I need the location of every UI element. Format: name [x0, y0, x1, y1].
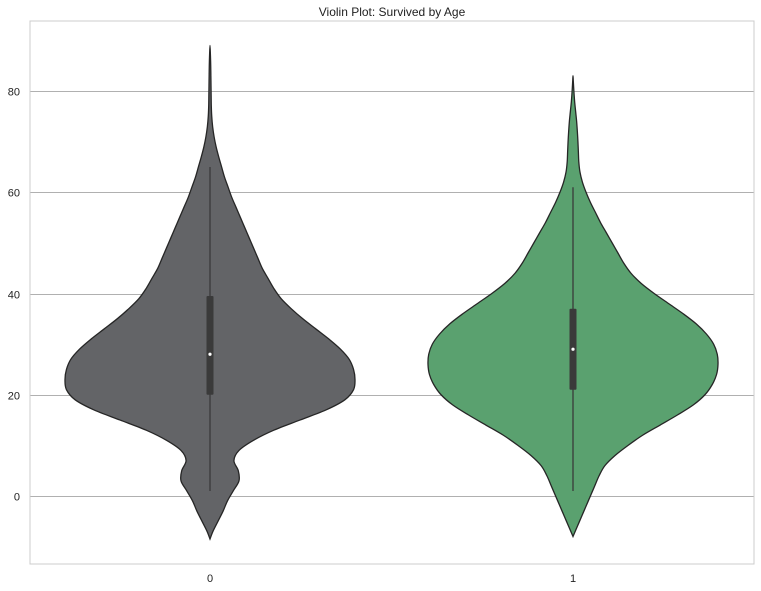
x-tick-label-0: 0 [207, 573, 213, 585]
iqr-box-0 [206, 296, 214, 395]
y-tick-label-40: 40 [8, 290, 20, 302]
violin-1 [427, 75, 719, 539]
y-tick-label-0: 0 [14, 492, 20, 504]
y-tick-label-80: 80 [8, 87, 20, 99]
y-tick-label-20: 20 [8, 391, 20, 403]
y-tick-label-60: 60 [8, 188, 20, 200]
x-tick-label-1: 1 [570, 573, 576, 585]
median-marker-0 [208, 352, 212, 356]
chart-title: Violin Plot: Survived by Age [319, 5, 466, 19]
median-marker-1 [571, 347, 575, 351]
plot-frame [29, 20, 755, 565]
y-axis-ticks: 0 20 40 60 80 [8, 87, 20, 504]
violin-0 [64, 44, 356, 541]
violins [64, 44, 719, 541]
